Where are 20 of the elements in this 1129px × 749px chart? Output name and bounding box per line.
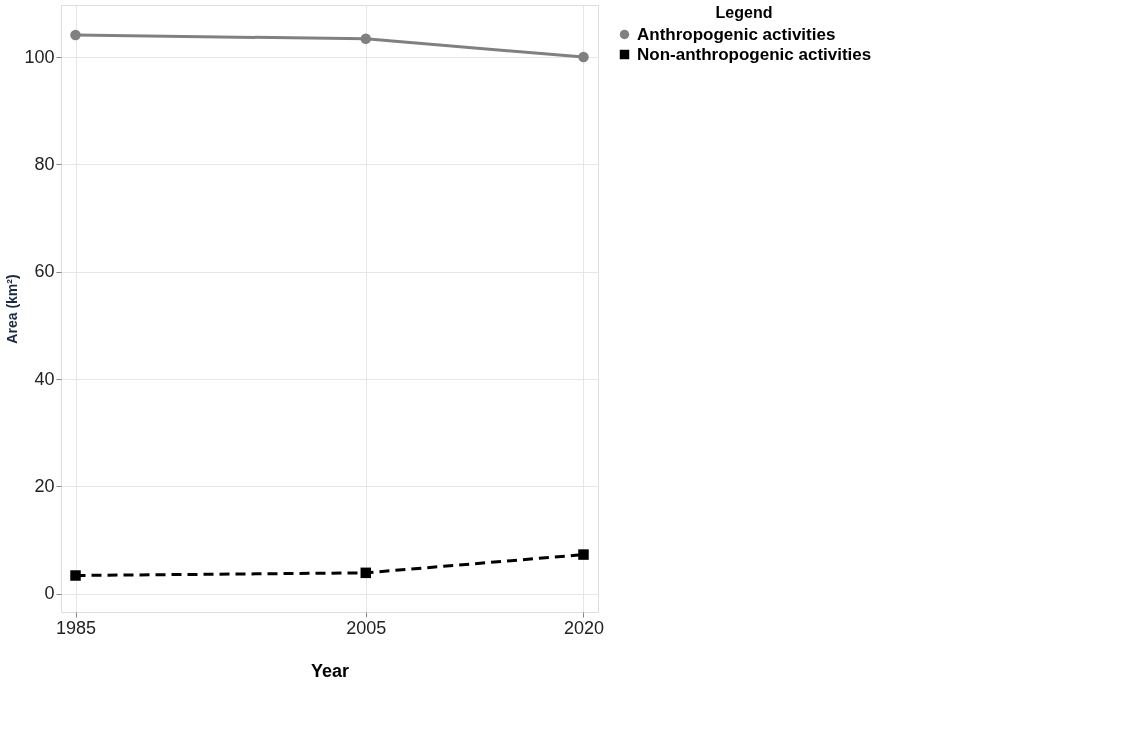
legend-label: Non-anthropogenic activities bbox=[637, 44, 872, 64]
x-tick-label: 1985 bbox=[55, 617, 97, 638]
y-tick-label: 20 bbox=[34, 475, 55, 496]
y-tick-label: 100 bbox=[24, 46, 55, 67]
point bbox=[70, 570, 81, 581]
x-tick-label: 2005 bbox=[346, 617, 387, 638]
y-tick-label: 80 bbox=[34, 153, 55, 174]
x-axis-title: Year bbox=[310, 660, 350, 681]
point bbox=[360, 33, 372, 45]
x-tick-label: 2020 bbox=[563, 617, 605, 638]
point bbox=[360, 567, 372, 579]
point bbox=[578, 51, 589, 63]
legend-label: Anthropogenic activities bbox=[637, 24, 836, 44]
point bbox=[70, 29, 81, 41]
y-tick-label: 40 bbox=[34, 368, 55, 389]
y-axis-title: Area (km²) bbox=[4, 274, 21, 344]
y-tick-label: 60 bbox=[34, 261, 55, 282]
y-tick-label: 0 bbox=[44, 583, 55, 604]
legend-title: Legend bbox=[715, 4, 773, 21]
point bbox=[578, 549, 589, 560]
